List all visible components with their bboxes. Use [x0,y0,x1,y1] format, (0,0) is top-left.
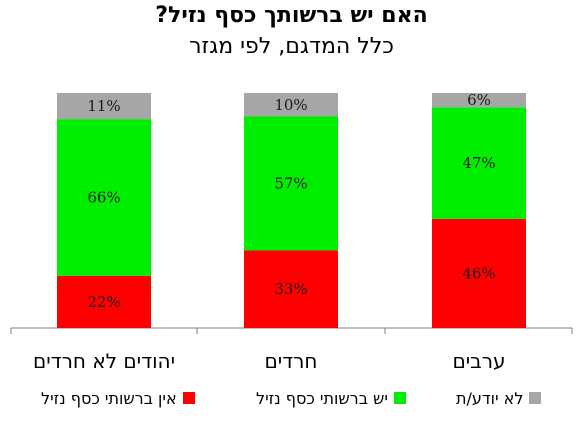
legend: לא יודע/ת יש ברשותי כסף נזיל אין ברשותי … [0,386,583,410]
legend-item-no-liquid: אין ברשותי כסף נזיל [41,386,195,410]
bar-haredi-dont-know [244,93,338,117]
bar-jewish-non-haredi-no-liquid [57,275,151,328]
bar-arab-no-liquid [432,218,526,328]
category-label-haredi: חרדים [264,349,317,373]
data-label-jewish-non-haredi-no-liquid: 22% [87,293,120,311]
legend-label-no-liquid: אין ברשותי כסף נזיל [41,388,177,408]
legend-item-dont-know: לא יודע/ת [456,386,542,410]
legend-item-has-liquid: יש ברשותי כסף נזיל [256,386,406,410]
bar-jewish-non-haredi-has-liquid [57,119,151,276]
legend-label-has-liquid: יש ברשותי כסף נזיל [256,388,388,408]
category-label-jewish-non-haredi: יהודים לא חרדים [33,349,175,373]
bar-arab-dont-know [432,93,526,108]
data-label-haredi-has-liquid: 57% [274,174,307,192]
data-label-arab-dont-know: 6% [467,91,491,109]
legend-swatch-has-liquid [393,392,406,404]
bar-haredi-has-liquid [244,116,338,251]
bar-haredi-no-liquid [244,250,338,328]
data-label-haredi-dont-know: 10% [274,96,307,114]
data-label-arab-has-liquid: 47% [462,154,495,172]
data-label-jewish-non-haredi-has-liquid: 66% [87,188,120,206]
chart-title: האם יש ברשותך כסף נזיל? [155,3,428,28]
bar-arab-has-liquid [432,107,526,219]
data-label-jewish-non-haredi-dont-know: 11% [87,97,120,115]
chart-subtitle: כלל המדגם, לפי מגזר [189,34,394,59]
data-label-haredi-no-liquid: 33% [274,280,307,298]
category-label-arab: ערבים [452,349,505,373]
bar-jewish-non-haredi-dont-know [57,93,151,120]
data-label-arab-no-liquid: 46% [462,264,495,282]
legend-swatch-dont-know [529,392,542,404]
legend-swatch-no-liquid [182,392,195,404]
legend-label-dont-know: לא יודע/ת [456,388,524,408]
